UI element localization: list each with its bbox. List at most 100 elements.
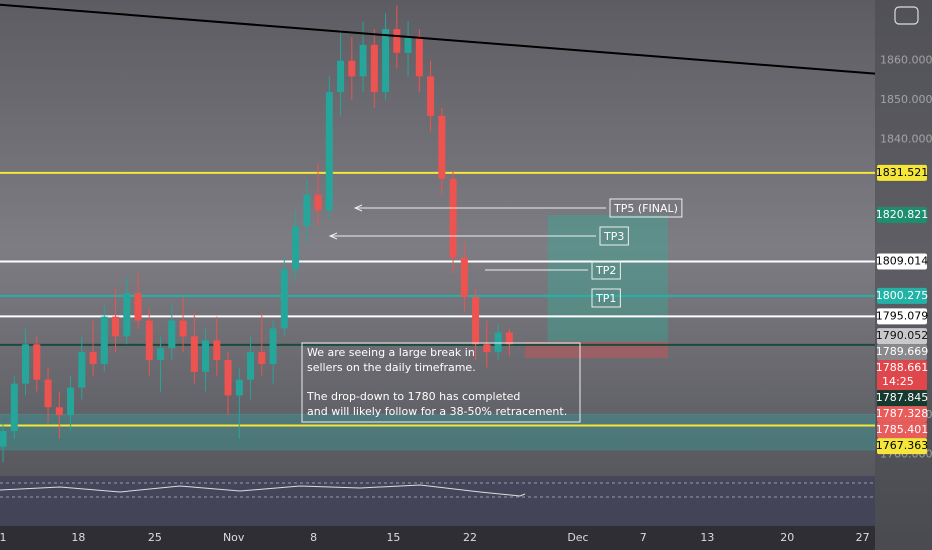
y-tick-label: 1860.000 xyxy=(880,54,932,67)
time-axis xyxy=(0,526,875,550)
candle-body xyxy=(505,332,513,345)
price-label: 1787.845 xyxy=(876,391,929,404)
price-label: 1795.079 xyxy=(876,309,929,322)
x-tick-label: 1 xyxy=(0,531,7,544)
note-text: sellers on the daily timeframe. xyxy=(307,361,476,374)
candle-body xyxy=(325,92,333,211)
candle-body xyxy=(157,348,165,360)
candle-body xyxy=(337,60,345,93)
price-label-bg xyxy=(877,390,927,407)
candle-body xyxy=(202,340,210,372)
price-label: 1787.328 xyxy=(876,407,929,420)
candle-body xyxy=(112,316,120,337)
candle-body xyxy=(258,352,266,364)
candle-body xyxy=(145,320,153,360)
indicator-line xyxy=(0,484,526,497)
candle-body xyxy=(67,387,75,416)
x-tick-label: 27 xyxy=(856,531,870,544)
note-text: and will likely follow for a 38-50% retr… xyxy=(307,405,567,418)
candle-body xyxy=(55,407,63,416)
price-label: 1809.014 xyxy=(876,254,929,267)
candle-body xyxy=(179,320,187,337)
price-label-bg xyxy=(877,287,927,304)
price-label: 1831.521 xyxy=(876,166,929,179)
x-tick-label: 22 xyxy=(463,531,477,544)
target-label: TP2 xyxy=(595,264,616,277)
candle-body xyxy=(449,178,457,258)
candle-body xyxy=(483,344,491,353)
candle-body xyxy=(438,115,446,179)
candle-body xyxy=(33,344,41,380)
x-tick-label: 7 xyxy=(640,531,647,544)
target-box-outline xyxy=(591,288,621,308)
x-tick-label: 25 xyxy=(148,531,162,544)
x-tick-label: Dec xyxy=(567,531,588,544)
candle-body xyxy=(190,336,198,372)
price-label: 1789.669 xyxy=(876,345,929,358)
arrow-head xyxy=(353,204,363,212)
price-label-bg xyxy=(877,206,927,223)
price-label-bg xyxy=(877,438,927,455)
price-label: 1790.052 xyxy=(876,329,929,342)
target-label: TP3 xyxy=(603,230,624,243)
note-text: We are seeing a large break in xyxy=(307,346,475,359)
candle-body xyxy=(78,352,86,388)
candle-body xyxy=(472,296,480,345)
candle-body xyxy=(235,379,243,396)
x-tick-label: 15 xyxy=(386,531,400,544)
candle-body xyxy=(494,332,502,353)
candle-body xyxy=(427,76,435,116)
candle-body xyxy=(314,194,322,211)
price-label-bg xyxy=(877,344,927,361)
price-label: 1785.401 xyxy=(876,423,929,436)
x-tick-label: 20 xyxy=(780,531,794,544)
candle-body xyxy=(292,226,300,270)
settings-button[interactable] xyxy=(894,6,919,25)
candle-body xyxy=(123,293,131,337)
candle-body xyxy=(168,320,176,349)
target-box-outline xyxy=(599,226,629,246)
candle-body xyxy=(460,257,468,297)
candle-body xyxy=(303,194,311,227)
candle-body xyxy=(100,316,108,364)
candle-body xyxy=(213,340,221,360)
x-tick-label: 18 xyxy=(71,531,85,544)
price-label: 1767.363 xyxy=(876,439,929,452)
candle-body xyxy=(44,379,52,408)
candle-body xyxy=(134,293,142,321)
candle-body xyxy=(10,383,18,431)
support-zone xyxy=(0,413,876,451)
price-label-bg xyxy=(877,422,927,439)
candle-body xyxy=(382,29,390,93)
candle-body xyxy=(89,352,97,364)
candle-body xyxy=(415,37,423,77)
y-tick-label: 1840.000 xyxy=(880,132,932,145)
candle-body xyxy=(0,430,7,447)
candle-body xyxy=(404,37,412,53)
price-label-bg xyxy=(877,253,927,270)
trendline xyxy=(0,3,876,75)
candle-body xyxy=(393,29,401,53)
price-axis-panel xyxy=(875,0,932,550)
target-box-outline xyxy=(591,260,621,280)
candle-body xyxy=(348,60,356,77)
price-label: 1800.275 xyxy=(876,289,929,302)
price-label-bg xyxy=(877,328,927,345)
y-tick-label: 1850.000 xyxy=(880,93,932,106)
candle-body xyxy=(280,269,288,329)
note-text: The drop-down to 1780 has completed xyxy=(306,390,520,403)
x-tick-label: 8 xyxy=(310,531,317,544)
candle-body xyxy=(370,44,378,93)
target-box-outline xyxy=(609,198,683,218)
price-label-bg xyxy=(877,360,927,391)
price-label-bg xyxy=(877,406,927,423)
candle-body xyxy=(224,359,232,396)
x-tick-label: 13 xyxy=(700,531,714,544)
price-label: 1788.661 xyxy=(876,361,929,374)
candle-body xyxy=(22,344,30,384)
candle-body xyxy=(247,352,255,380)
price-countdown: 14:25 xyxy=(882,375,914,388)
price-label: 1820.821 xyxy=(876,208,929,221)
target-label: TP5 (FINAL) xyxy=(613,202,678,215)
